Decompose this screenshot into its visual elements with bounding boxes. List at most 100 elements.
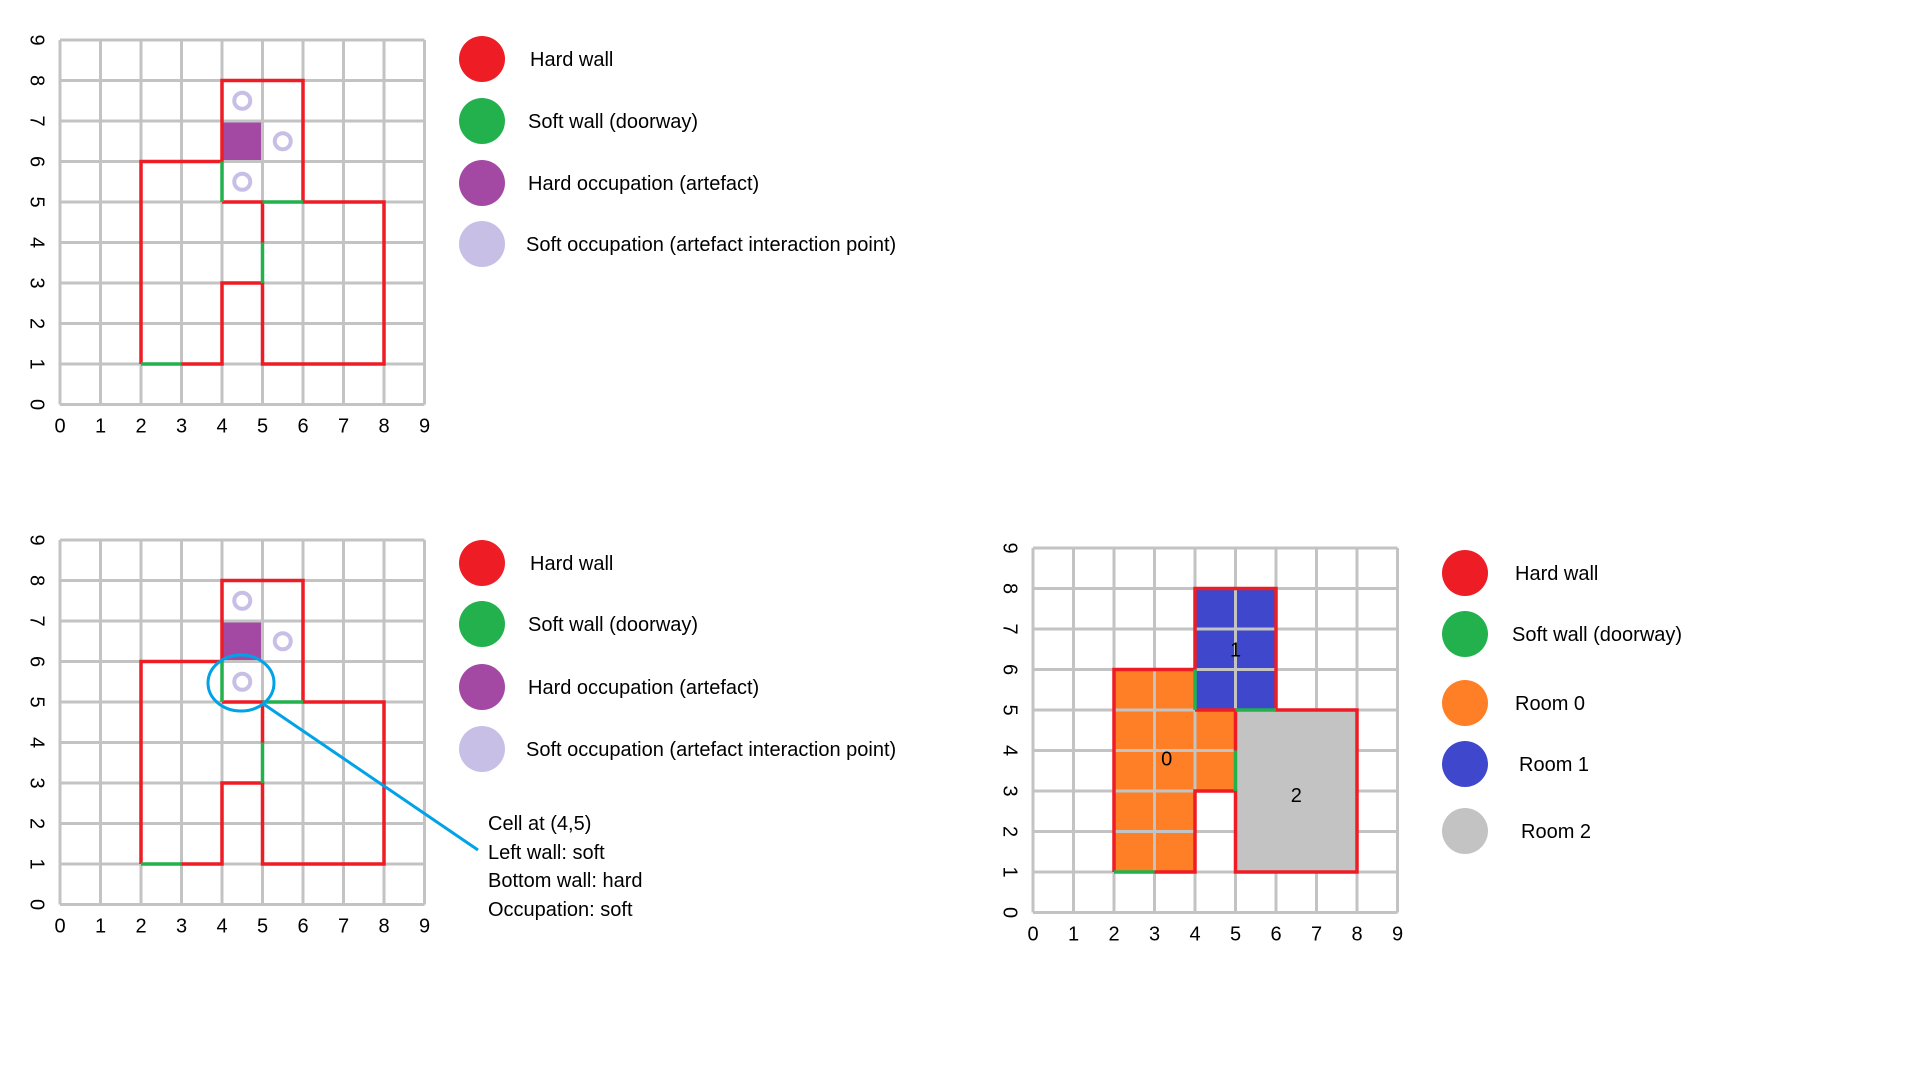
- x-tick-label: 8: [378, 916, 389, 938]
- y-tick-label: 8: [26, 75, 48, 86]
- y-tick-label: 6: [26, 656, 48, 667]
- legend-label: Hard occupation (artefact): [528, 173, 759, 195]
- x-tick-label: 5: [257, 416, 268, 438]
- y-tick-label: 7: [26, 115, 48, 126]
- legend-swatch: [459, 36, 505, 82]
- x-tick-label: 1: [1068, 924, 1079, 946]
- legend-swatch: [1442, 550, 1488, 596]
- x-tick-label: 9: [1392, 924, 1403, 946]
- interaction-point: [232, 671, 253, 692]
- panel-bottom-left-floorplan: 0 1 2 3 4 5 6 7 8 9 0 1 2 3 4 5 6 7 8 9: [26, 534, 430, 937]
- callout-line-2: Left wall: soft: [488, 842, 605, 864]
- y-tick-label: 4: [26, 737, 48, 748]
- interaction-point: [232, 171, 253, 192]
- hard-wall: [139, 659, 222, 864]
- legend-swatch: [459, 221, 505, 267]
- y-tick-label: 9: [26, 534, 48, 545]
- y-tick-label: 5: [999, 704, 1021, 715]
- room-0-label: 0: [1161, 749, 1172, 771]
- x-tick-label: 3: [1149, 924, 1160, 946]
- y-tick-label: 2: [26, 318, 48, 329]
- x-tick-label: 4: [1189, 924, 1200, 946]
- legend-label: Soft occupation (artefact interaction po…: [526, 234, 896, 256]
- interaction-point: [232, 90, 253, 111]
- legend-label: Hard occupation (artefact): [528, 677, 759, 699]
- x-tick-label: 8: [1351, 924, 1362, 946]
- x-tick-label: 0: [54, 916, 65, 938]
- interaction-point: [272, 131, 293, 152]
- x-tick-label: 3: [176, 416, 187, 438]
- legend-swatch: [1442, 741, 1488, 787]
- hard-wall: [222, 200, 265, 243]
- legend-top: Hard wall Soft wall (doorway) Hard occupat…: [459, 36, 896, 267]
- legend-label: Soft wall (doorway): [1512, 624, 1682, 646]
- legend-swatch: [459, 664, 505, 710]
- x-tick-label: 9: [419, 916, 430, 938]
- y-tick-label: 5: [26, 696, 48, 707]
- legend-label: Soft wall (doorway): [528, 111, 698, 133]
- y-tick-label: 9: [999, 542, 1021, 553]
- x-tick-label: 6: [1270, 924, 1281, 946]
- x-tick-label: 4: [216, 416, 227, 438]
- x-tick-label: 5: [1230, 924, 1241, 946]
- hard-wall: [1112, 667, 1195, 872]
- legend-swatch: [459, 601, 505, 647]
- interaction-point: [232, 590, 253, 611]
- y-tick-label: 4: [26, 237, 48, 248]
- y-tick-label: 5: [26, 196, 48, 207]
- legend-swatch: [1442, 611, 1488, 657]
- legend-swatch: [1442, 680, 1488, 726]
- legend-label: Room 0: [1515, 693, 1585, 715]
- y-tick-label: 3: [26, 277, 48, 288]
- x-tick-label: 4: [216, 916, 227, 938]
- x-tick-label: 1: [95, 916, 106, 938]
- legend-label: Soft wall (doorway): [528, 614, 698, 636]
- callout-circle: [206, 653, 276, 713]
- x-tick-label: 2: [1108, 924, 1119, 946]
- legend-label: Soft occupation (artefact interaction po…: [526, 739, 896, 761]
- room-1-label: 1: [1230, 639, 1241, 661]
- x-tick-label: 7: [338, 916, 349, 938]
- y-tick-label: 1: [999, 866, 1021, 877]
- y-tick-label: 6: [999, 664, 1021, 675]
- x-tick-label: 0: [1027, 924, 1038, 946]
- legend-bottom: Hard wall Soft wall (doorway) Hard occupat…: [459, 540, 896, 772]
- interaction-point: [272, 631, 293, 652]
- hard-wall: [1154, 586, 1359, 874]
- legend-swatch: [459, 540, 505, 586]
- panel-bottom-right-rooms: 0 1 2 0 1 2 3 4 5 6 7 8 9 0 1 2 3 4 5 6 7 8 9: [999, 542, 1403, 945]
- x-tick-label: 3: [176, 916, 187, 938]
- y-tick-label: 7: [999, 623, 1021, 634]
- legend-swatch: [459, 160, 505, 206]
- hard-wall: [139, 159, 222, 364]
- legend-swatch: [459, 98, 505, 144]
- x-tick-label: 7: [338, 416, 349, 438]
- x-tick-label: 2: [135, 416, 146, 438]
- y-tick-label: 6: [26, 156, 48, 167]
- legend-label: Hard wall: [1515, 563, 1598, 585]
- legend-rooms: Hard wall Soft wall (doorway) Room 0 Room 1…: [1442, 550, 1682, 854]
- y-tick-label: 3: [26, 777, 48, 788]
- y-tick-label: 8: [999, 583, 1021, 594]
- x-tick-label: 2: [135, 916, 146, 938]
- y-tick-label: 3: [999, 785, 1021, 796]
- x-tick-label: 0: [54, 416, 65, 438]
- x-tick-label: 6: [297, 416, 308, 438]
- legend-swatch: [1442, 808, 1488, 854]
- y-tick-label: 8: [26, 575, 48, 586]
- legend-label: Hard wall: [530, 49, 613, 71]
- room-2-label: 2: [1291, 785, 1302, 807]
- callout-leader-line: [261, 701, 479, 852]
- y-tick-label: 0: [26, 899, 48, 910]
- legend-label: Room 2: [1521, 821, 1591, 843]
- y-tick-label: 0: [999, 907, 1021, 918]
- y-tick-label: 4: [999, 745, 1021, 756]
- artefact-cell: [222, 121, 263, 162]
- x-tick-label: 7: [1311, 924, 1322, 946]
- y-tick-label: 0: [26, 399, 48, 410]
- hard-wall: [181, 78, 386, 366]
- x-tick-label: 8: [378, 416, 389, 438]
- x-tick-label: 5: [257, 916, 268, 938]
- callout-line-4: Occupation: soft: [488, 899, 633, 921]
